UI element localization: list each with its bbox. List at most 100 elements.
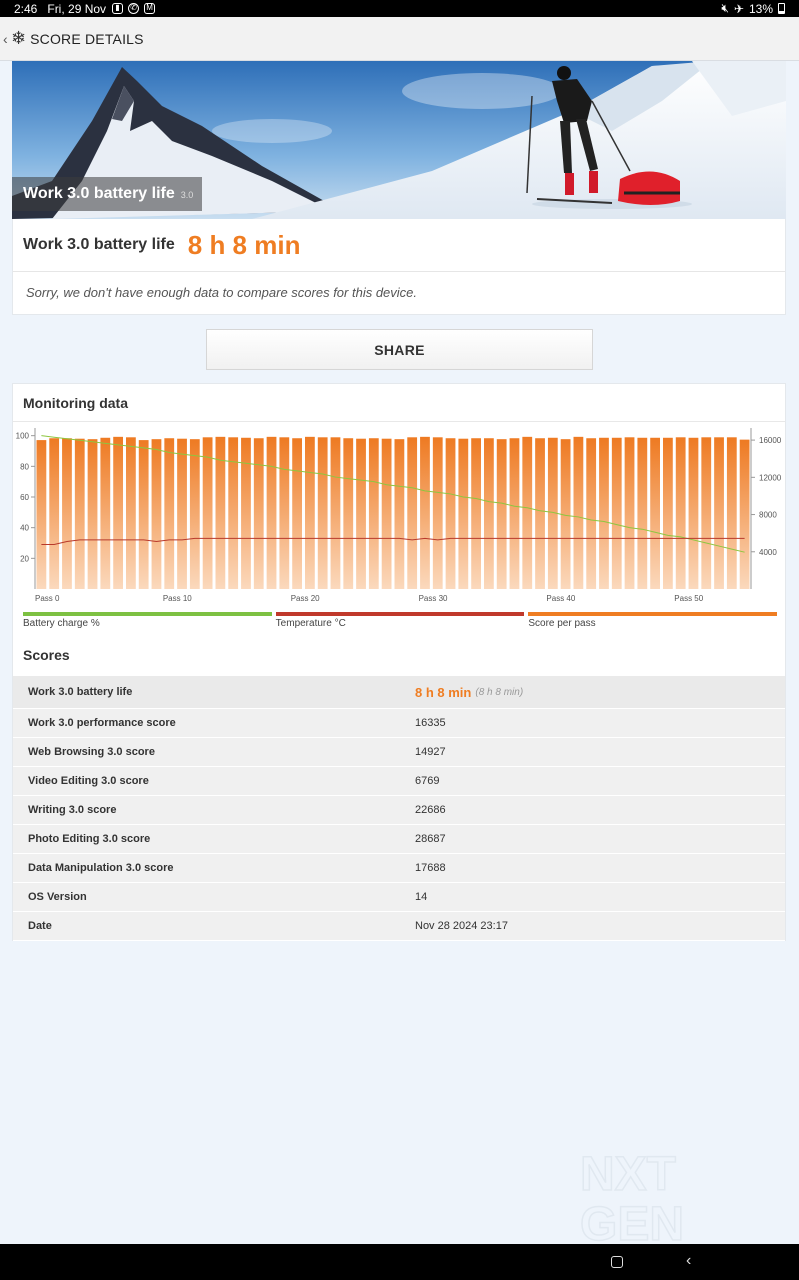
- monitoring-title: Monitoring data: [13, 384, 785, 422]
- legend-battery: Battery charge %: [23, 612, 272, 629]
- score-value: 28687: [415, 833, 446, 845]
- chart-legend: Battery charge % Temperature °C Score pe…: [23, 612, 778, 629]
- score-name: Video Editing 3.0 score: [28, 775, 149, 787]
- score-name: Data Manipulation 3.0 score: [28, 862, 174, 874]
- score-bar: [637, 437, 648, 589]
- battery-line: [41, 435, 745, 553]
- legend-battery-label: Battery charge %: [23, 618, 100, 629]
- monitoring-card: Monitoring data 20 40 60 80 100 4000 8000 12000…: [12, 383, 786, 941]
- score-bar: [586, 438, 597, 589]
- share-button[interactable]: SHARE: [206, 329, 593, 370]
- scores-table: Work 3.0 battery life 8 h 8 min (8 h 8 min…: [13, 676, 785, 941]
- score-bar: [164, 438, 175, 589]
- legend-battery-swatch: [23, 612, 272, 616]
- x-tick-label: Pass 40: [546, 594, 575, 603]
- chevron-left-icon[interactable]: ‹: [3, 30, 8, 47]
- score-bar: [356, 438, 366, 589]
- score-name: Photo Editing 3.0 score: [28, 833, 151, 845]
- score-bar: [407, 437, 418, 589]
- watermark-logo: NXT GEN: [579, 1147, 685, 1250]
- score-bar: [305, 436, 315, 589]
- score-bar: [547, 437, 558, 589]
- score-bar: [368, 438, 379, 589]
- left-tick-label: 80: [20, 462, 29, 471]
- score-row: Writing 3.0 score 22686: [13, 796, 785, 825]
- score-value: 16335: [415, 717, 446, 729]
- score-value: 6769: [415, 775, 440, 787]
- left-tick-label: 20: [20, 554, 29, 563]
- result-label: Work 3.0 battery life: [23, 236, 175, 253]
- score-bar: [279, 437, 290, 589]
- score-bar: [522, 436, 533, 589]
- score-row: Video Editing 3.0 score 6769: [13, 767, 785, 796]
- score-bar: [151, 439, 162, 589]
- battery-percent: 13%: [748, 1, 773, 16]
- hero-banner: Work 3.0 battery life 3.0: [12, 61, 786, 219]
- score-bar: [343, 438, 354, 589]
- scores-title: Scores: [23, 647, 70, 663]
- legend-temperature-label: Temperature °C: [275, 618, 346, 629]
- watermark-text-2: GEN: [580, 1198, 684, 1250]
- score-bar: [266, 436, 277, 589]
- home-icon[interactable]: [611, 1256, 623, 1268]
- back-icon[interactable]: ‹: [686, 1252, 692, 1269]
- score-bar: [535, 438, 545, 589]
- right-tick-label: 8000: [759, 511, 777, 520]
- score-name: Work 3.0 performance score: [28, 717, 176, 729]
- score-bar: [113, 436, 123, 589]
- gmail-icon: M: [144, 3, 156, 14]
- status-bar: 2:46 Fri, 29 Nov ▮ ✆ M 🔇︎ ✈ 13%: [0, 0, 799, 17]
- legend-temperature-swatch: [275, 612, 525, 616]
- legend-temperature: Temperature °C: [275, 612, 525, 629]
- score-bar: [49, 438, 60, 589]
- temperature-line: [41, 537, 745, 546]
- score-bar: [688, 437, 699, 589]
- score-bar: [381, 438, 392, 589]
- lock-icon: ▮: [112, 3, 124, 14]
- score-value: 14927: [415, 746, 446, 758]
- score-bar: [189, 439, 200, 589]
- status-time: 2:46: [14, 1, 38, 16]
- score-bar: [126, 437, 136, 589]
- score-bar: [458, 438, 469, 589]
- score-row: Work 3.0 performance score 16335: [13, 709, 785, 738]
- left-tick-label: 40: [20, 524, 29, 533]
- score-bar: [292, 438, 302, 589]
- score-row: Work 3.0 battery life 8 h 8 min (8 h 8 min…: [13, 676, 785, 709]
- score-bar: [253, 438, 264, 589]
- score-bar: [228, 437, 239, 589]
- hero-caption: Work 3.0 battery life 3.0: [12, 177, 202, 211]
- score-bar: [138, 440, 149, 589]
- score-bar: [739, 439, 750, 589]
- score-value: 14: [415, 891, 428, 903]
- legend-score: Score per pass: [528, 612, 778, 629]
- score-value: 22686: [415, 804, 446, 816]
- score-name: OS Version: [28, 891, 87, 903]
- airplane-icon: ✈: [733, 1, 744, 16]
- score-bar: [611, 437, 622, 589]
- left-tick-label: 60: [20, 493, 29, 502]
- x-tick-label: Pass 0: [35, 594, 60, 603]
- hero-caption-text: Work 3.0 battery life: [23, 185, 175, 202]
- score-bar: [394, 439, 405, 589]
- battery-icon: [778, 3, 785, 14]
- score-bar: [471, 438, 481, 589]
- skier-figure: [526, 66, 692, 209]
- score-bar: [74, 438, 85, 589]
- score-bar: [241, 437, 251, 589]
- score-row: Web Browsing 3.0 score 14927: [13, 738, 785, 767]
- x-tick-label: Pass 10: [163, 594, 192, 603]
- x-tick-label: Pass 20: [291, 594, 320, 603]
- score-bar: [215, 436, 226, 589]
- score-bar: [560, 439, 571, 589]
- score-name: Web Browsing 3.0 score: [28, 746, 155, 758]
- score-bar: [496, 439, 507, 589]
- legend-score-label: Score per pass: [528, 618, 596, 629]
- right-tick-label: 4000: [759, 548, 777, 557]
- score-bar: [663, 437, 673, 589]
- score-bar: [701, 437, 712, 589]
- score-value: 8 h 8 min: [415, 684, 472, 700]
- score-bar: [624, 437, 635, 589]
- score-bar: [420, 436, 430, 589]
- score-bar: [202, 437, 213, 589]
